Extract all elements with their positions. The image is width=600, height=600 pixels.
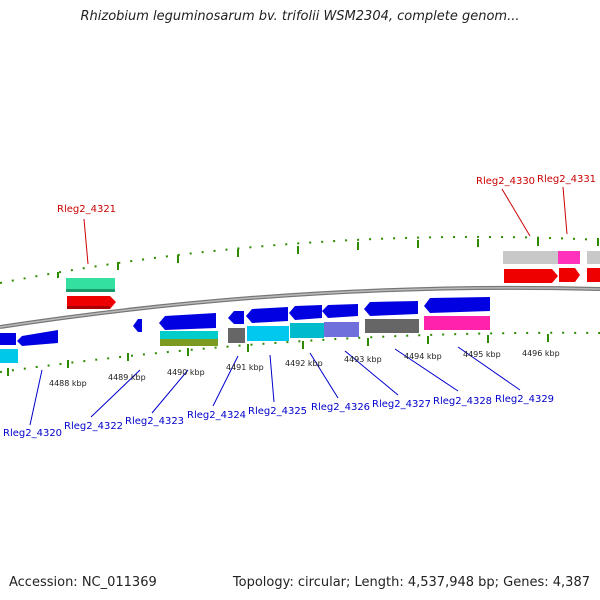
gene-rleg2-4327-arrow[interactable]	[364, 301, 418, 316]
gene-label-rleg2-4326[interactable]: Rleg2_4326	[311, 402, 370, 413]
gene-label-rleg2-4331[interactable]: Rleg2_4331	[537, 174, 596, 185]
gene-rleg2-4327-bar[interactable]	[365, 319, 419, 333]
tick-label-4491: 4491 kbp	[226, 363, 264, 372]
tick-label-4493: 4493 kbp	[344, 355, 382, 364]
gene-label-rleg2-4330[interactable]: Rleg2_4330	[476, 176, 535, 187]
tick-label-4494: 4494 kbp	[404, 352, 442, 361]
upper-genes	[66, 251, 600, 309]
gene-rleg2-4326-bar[interactable]	[290, 323, 324, 338]
tick-label-4492: 4492 kbp	[285, 359, 323, 368]
lower-genes	[0, 297, 490, 363]
gene-rleg2-4320-arrow[interactable]	[0, 333, 16, 345]
gene-rleg2-4324-arrow[interactable]	[228, 311, 244, 324]
map-title: Rhizobium leguminosarum bv. trifolii WSM…	[80, 9, 520, 24]
gene-label-rleg2-4325[interactable]: Rleg2_4325	[248, 406, 307, 417]
gene-rleg2-4328-bar[interactable]	[424, 316, 490, 330]
tick-label-4490: 4490 kbp	[167, 368, 205, 377]
gene-label-rleg2-4328[interactable]: Rleg2_4328	[433, 396, 492, 407]
gene-rleg2-4321-bar[interactable]	[66, 278, 115, 292]
genome-summary-text: Topology: circular; Length: 4,537,948 bp…	[232, 575, 590, 590]
gene-rleg2-4321-arrow[interactable]	[67, 296, 116, 309]
gene-rleg2-4330-arrow[interactable]	[504, 269, 558, 283]
gene-rleg2-4331-arrow[interactable]	[559, 268, 580, 282]
gene-rleg2-4325-bar[interactable]	[247, 326, 289, 341]
gene-rleg2-4326-arrow[interactable]	[289, 305, 322, 320]
gene-label-rleg2-4324[interactable]: Rleg2_4324	[187, 410, 246, 421]
gene-label-rleg2-4320[interactable]: Rleg2_4320	[3, 428, 62, 439]
accession-text: Accession: NC_011369	[9, 575, 157, 590]
gene-rleg2-4322-arrow[interactable]	[133, 319, 142, 332]
tick-label-4489: 4489 kbp	[108, 373, 146, 382]
upper-tick-track	[0, 235, 600, 284]
gene-rleg2-4323-arrow[interactable]	[159, 313, 216, 330]
gene-rleg2-4328-arrow[interactable]	[424, 297, 490, 313]
lower-tick-track	[0, 331, 600, 376]
gene-label-rleg2-4321[interactable]: Rleg2_4321	[57, 204, 116, 215]
gene-rleg2-4331-bar[interactable]	[558, 251, 580, 264]
tick-label-4488: 4488 kbp	[49, 379, 87, 388]
gene-rleg2-4324-bar[interactable]	[228, 328, 245, 343]
gene-label-rleg2-4329[interactable]: Rleg2_4329	[495, 394, 554, 405]
tick-label-4495: 4495 kbp	[463, 350, 501, 359]
gene-rleg2-4330-bar[interactable]	[503, 251, 558, 264]
gene-label-rleg2-4322[interactable]: Rleg2_4322	[64, 421, 123, 432]
gene-label-rleg2-4323[interactable]: Rleg2_4323	[125, 416, 184, 427]
gene-label-rleg2-4327[interactable]: Rleg2_4327	[372, 399, 431, 410]
gene-rleg2-4325-arrow[interactable]	[246, 307, 288, 323]
gene-rleg2-4323-bar[interactable]	[160, 331, 218, 339]
tick-label-4496: 4496 kbp	[522, 349, 560, 358]
